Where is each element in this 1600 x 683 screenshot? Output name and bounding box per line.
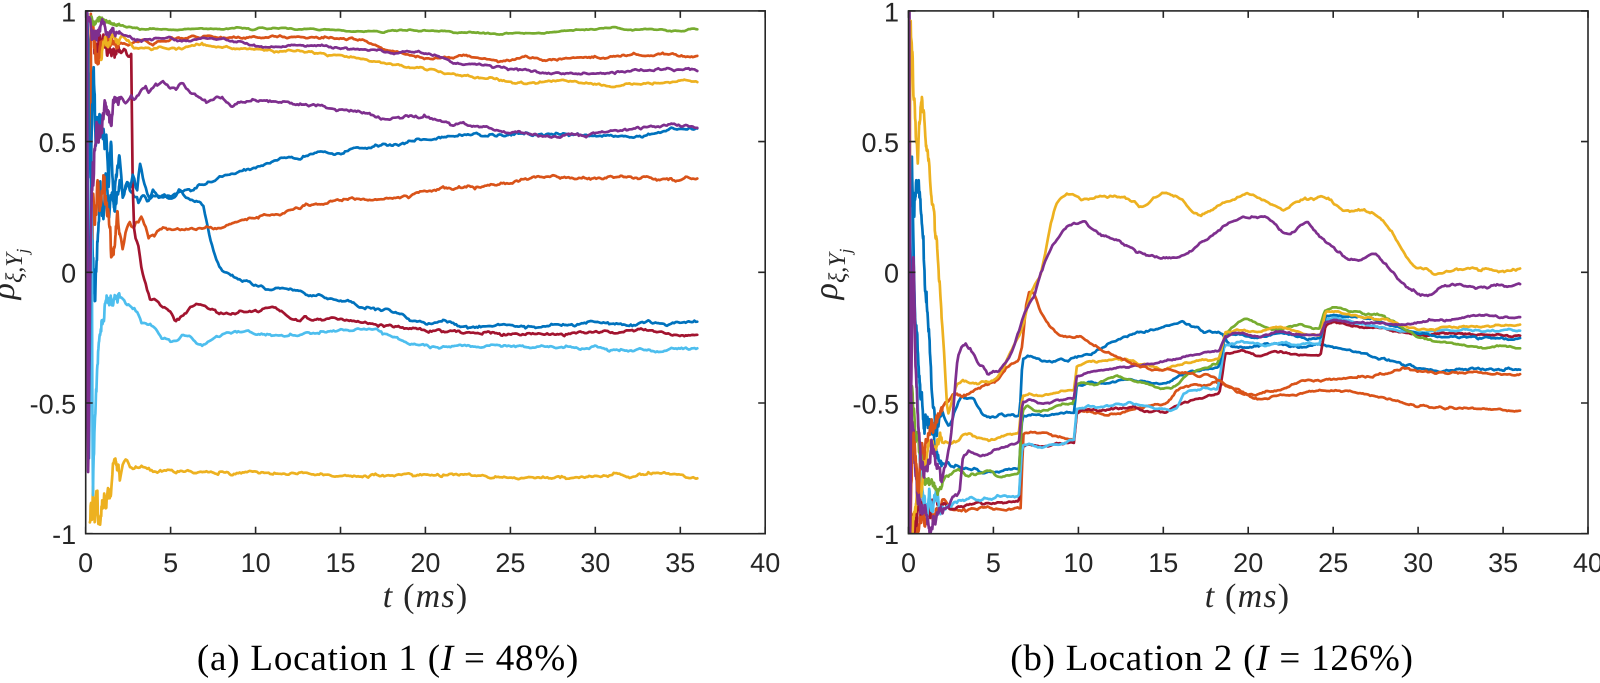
svg-text:t (ms): t (ms) — [383, 578, 469, 615]
svg-text:1: 1 — [884, 0, 899, 27]
svg-text:25: 25 — [495, 548, 525, 578]
svg-text:(a) Location 1 (I = 48%): (a) Location 1 (I = 48%) — [197, 638, 579, 679]
svg-text:35: 35 — [665, 548, 695, 578]
svg-text:-0.5: -0.5 — [852, 389, 899, 419]
svg-text:0: 0 — [61, 259, 76, 289]
svg-text:-0.5: -0.5 — [30, 389, 77, 419]
svg-text:0.5: 0.5 — [39, 128, 77, 158]
svg-text:30: 30 — [580, 548, 610, 578]
svg-text:0: 0 — [884, 259, 899, 289]
svg-text:0.5: 0.5 — [861, 128, 899, 158]
svg-text:-1: -1 — [875, 520, 899, 550]
svg-text:25: 25 — [1318, 548, 1348, 578]
svg-text:15: 15 — [325, 548, 355, 578]
svg-text:20: 20 — [1233, 548, 1263, 578]
svg-text:30: 30 — [1403, 548, 1433, 578]
svg-text:-1: -1 — [52, 520, 76, 550]
svg-text:10: 10 — [1063, 548, 1093, 578]
svg-text:0: 0 — [78, 548, 93, 578]
svg-text:40: 40 — [750, 548, 780, 578]
svg-text:40: 40 — [1573, 548, 1600, 578]
svg-text:20: 20 — [410, 548, 440, 578]
svg-text:5: 5 — [163, 548, 178, 578]
svg-text:t (ms): t (ms) — [1205, 578, 1291, 615]
svg-text:ρξ,Yj: ρξ,Yj — [808, 248, 855, 300]
svg-text:0: 0 — [901, 548, 916, 578]
svg-text:ρξ,Yj: ρξ,Yj — [0, 248, 32, 300]
svg-text:10: 10 — [241, 548, 271, 578]
svg-text:1: 1 — [61, 0, 76, 27]
svg-text:35: 35 — [1488, 548, 1518, 578]
svg-text:15: 15 — [1148, 548, 1178, 578]
svg-text:(b) Location 2 (I = 126%): (b) Location 2 (I = 126%) — [1010, 638, 1414, 679]
svg-text:5: 5 — [986, 548, 1001, 578]
